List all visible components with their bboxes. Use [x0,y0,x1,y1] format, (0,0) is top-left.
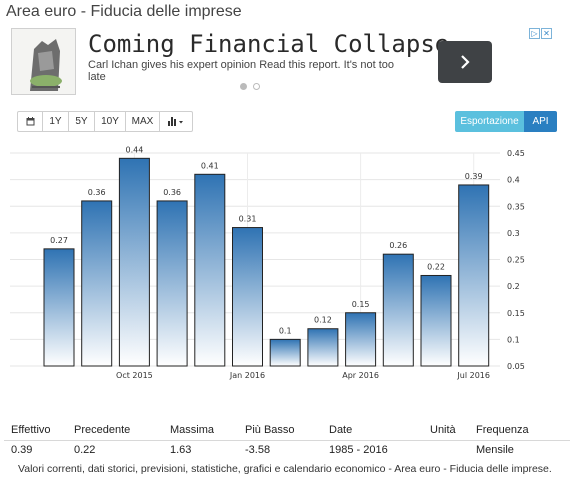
bar-value-label: 0.44 [125,145,143,154]
page-title: Area euro - Fiducia delle imprese [6,3,242,20]
stats-value-row: 0.39 0.22 1.63 -3.58 1985 - 2016 Mensile [4,441,570,461]
bar[interactable] [156,200,188,367]
footnote: Valori correnti, dati storici, prevision… [18,463,552,475]
stats-value-actual: 0.39 [11,444,33,456]
y-tick-label: 0.3 [507,229,520,238]
stats-header-lowest: Più Basso [245,424,295,436]
bar[interactable] [232,227,263,367]
range-10y-button[interactable]: 10Y [94,111,126,132]
bar-value-label: 0.1 [279,326,292,335]
y-tick-label: 0.05 [507,362,525,371]
chart-type-dropdown[interactable] [159,111,193,132]
y-tick-label: 0.25 [507,256,525,265]
stats-header-row: Effettivo Precedente Massima Più Basso D… [4,421,570,441]
api-button[interactable]: API [524,111,557,132]
bar-chart-svg: 0.27 0.36 0.44 0.36 0.41 0.31 0.1 0.12 0.15 0.26 0… [10,145,525,380]
x-tick-label: Apr 2016 [342,371,379,380]
bar-value-label: 0.31 [239,215,257,224]
ad-dot[interactable] [253,83,260,90]
x-tick-label: Jul 2016 [456,371,490,380]
bar[interactable] [118,157,150,367]
y-tick-label: 0.1 [507,335,520,344]
export-button[interactable]: Esportazione [455,111,524,132]
bar[interactable] [307,328,339,367]
bar-value-label: 0.27 [50,236,68,245]
bar[interactable] [43,248,75,367]
stats-header-previous: Precedente [74,424,131,436]
chevron-right-icon [461,55,470,69]
bar-value-label: 0.22 [427,262,445,271]
range-max-button[interactable]: MAX [125,111,160,132]
calendar-button[interactable] [17,111,43,132]
stats-value-highest: 1.63 [170,444,192,456]
stats-header-actual: Effettivo [11,424,51,436]
stats-header-highest: Massima [170,424,215,436]
bar[interactable] [420,274,452,367]
calendar-icon [26,117,34,126]
bar-value-label: 0.39 [465,172,483,181]
chart-toolbar: 1Y 5Y 10Y MAX [17,111,193,132]
y-tick-label: 0.45 [507,149,525,158]
x-tick-label: Jan 2016 [229,371,265,380]
adchoices-icon[interactable]: ▷ [529,28,540,39]
stats-value-previous: 0.22 [74,444,96,456]
close-icon[interactable]: ✕ [541,28,552,39]
ad-choices[interactable]: ▷ ✕ [529,28,552,39]
bar-value-label: 0.15 [352,300,370,309]
bar-value-label: 0.41 [201,161,219,170]
bar[interactable] [81,200,113,367]
stats-header-dates: Date [329,424,353,436]
bar-value-label: 0.26 [389,241,407,250]
ad-headline[interactable]: Coming Financial Collapse [88,30,450,58]
ad-next-button[interactable] [438,41,492,83]
ad-thumbnail-image[interactable] [11,28,76,95]
bar-value-label: 0.36 [163,188,181,197]
bar[interactable] [382,253,414,367]
range-5y-button[interactable]: 5Y [68,111,95,132]
x-tick-label: Oct 2015 [116,371,153,380]
ad-banner[interactable]: Coming Financial Collapse Carl Ichan giv… [4,24,570,101]
stats-value-lowest: -3.58 [245,444,271,456]
stats-header-unit: Unità [430,424,456,436]
bar-chart: 0.27 0.36 0.44 0.36 0.41 0.31 0.1 0.12 0.15 0.26 0… [0,140,577,390]
stats-value-dates: 1985 - 2016 [329,444,388,456]
stats-header-frequency: Frequenza [476,424,529,436]
range-1y-button[interactable]: 1Y [42,111,69,132]
y-tick-label: 0.4 [507,176,520,185]
y-tick-label: 0.15 [507,309,525,318]
bar-value-label: 0.36 [88,188,106,197]
bar-value-label: 0.12 [314,316,332,325]
ad-dot[interactable] [240,83,247,90]
ad-description[interactable]: Carl Ichan gives his expert opinion Read… [88,59,394,83]
ad-pagination [240,83,260,90]
bar-chart-icon [168,117,183,126]
y-tick-label: 0.35 [507,202,525,211]
stats-value-frequency: Mensile [476,444,514,456]
bar[interactable] [458,184,490,367]
bar[interactable] [194,173,226,367]
bar[interactable] [269,338,301,367]
y-tick-label: 0.2 [507,282,520,291]
bar[interactable] [345,312,377,367]
stats-table: Effettivo Precedente Massima Più Basso D… [4,421,570,461]
